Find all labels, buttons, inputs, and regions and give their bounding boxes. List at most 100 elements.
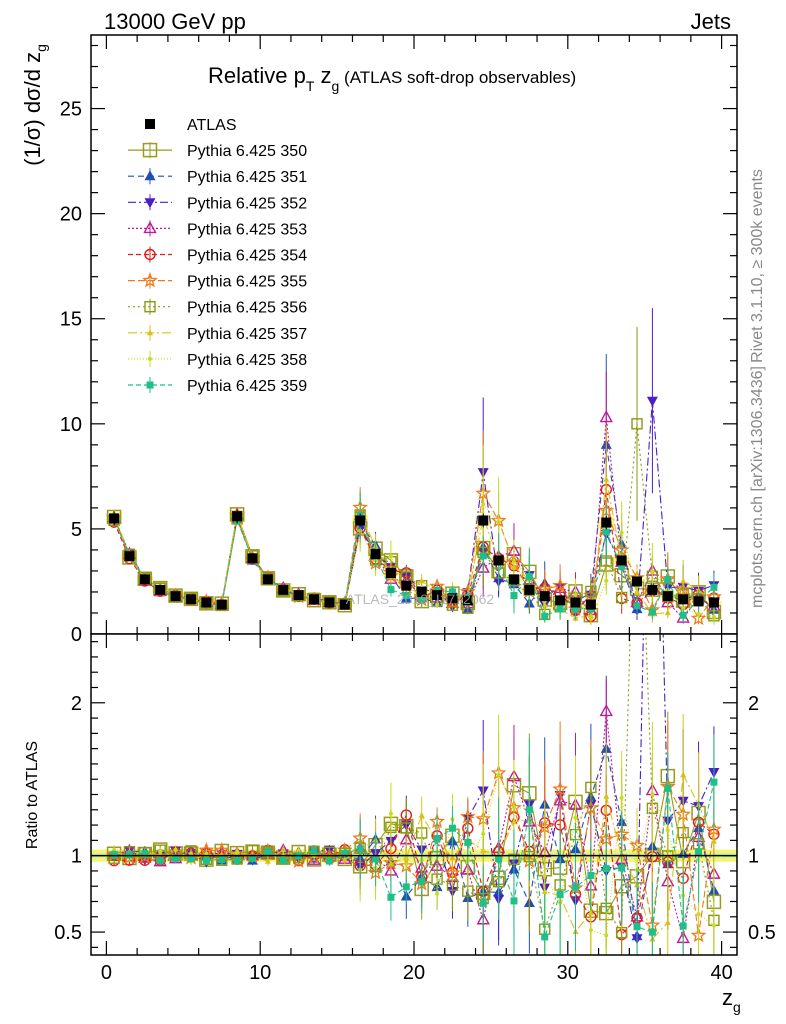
data-point	[618, 562, 626, 570]
legend-label: Pythia 6.425 355	[187, 274, 307, 291]
data-point	[387, 860, 394, 867]
data-point	[618, 864, 626, 872]
data-point	[602, 865, 610, 873]
data-point	[572, 883, 579, 891]
ratio-y-tick-label-right: 2	[748, 693, 759, 715]
data-point	[404, 861, 409, 866]
x-tick-label: 0	[101, 962, 112, 984]
atlas-point	[232, 511, 243, 522]
data-point	[648, 928, 656, 936]
data-point	[681, 606, 686, 611]
data-point	[387, 893, 395, 901]
data-point	[112, 847, 117, 852]
data-point	[525, 573, 533, 581]
data-point	[372, 855, 380, 863]
legend-entry: Pythia 6.425 356	[128, 298, 307, 317]
data-point	[402, 592, 410, 600]
data-point	[448, 824, 456, 832]
legend-marker	[142, 272, 158, 288]
data-point	[710, 837, 717, 844]
data-point	[711, 614, 716, 619]
data-point	[585, 781, 597, 794]
data-point	[235, 850, 240, 855]
atlas-point	[585, 599, 596, 610]
atlas-point	[462, 595, 473, 606]
series-line-ratio	[113, 711, 715, 939]
data-point	[479, 552, 487, 560]
atlas-point	[201, 597, 212, 608]
data-point	[604, 578, 609, 583]
x-tick-label: 30	[557, 962, 579, 984]
atlas-point	[678, 594, 689, 605]
data-point	[665, 828, 670, 833]
series-line-main	[113, 400, 715, 613]
legend: ATLAS Pythia 6.425 350 Pythia 6.425 351 Pyt…	[128, 117, 307, 395]
series-line-ratio	[114, 782, 715, 938]
data-point	[511, 805, 516, 810]
data-point	[696, 912, 701, 917]
series-line-ratio	[113, 772, 715, 941]
legend-entry: Pythia 6.425 355	[128, 272, 307, 291]
data-point	[388, 811, 393, 816]
legend-marker	[144, 248, 156, 261]
legend-marker	[142, 142, 158, 158]
data-point	[341, 849, 349, 857]
atlas-point	[539, 591, 550, 602]
data-point	[711, 923, 716, 928]
legend-entry: Pythia 6.425 357	[128, 324, 307, 343]
data-point	[646, 396, 658, 407]
chart-title: Relative pT zg (ATLAS soft-drop observab…	[208, 63, 576, 94]
data-point	[603, 475, 610, 482]
data-point	[556, 890, 564, 898]
legend-marker	[144, 170, 156, 181]
data-point	[552, 577, 569, 593]
atlas-point	[693, 596, 704, 607]
data-point	[664, 784, 672, 792]
y-tick-label: 0	[71, 624, 82, 646]
legend-label: Pythia 6.425 358	[187, 352, 307, 369]
atlas-point	[385, 568, 396, 579]
data-point	[619, 530, 624, 535]
y-tick-label: 25	[60, 99, 82, 121]
atlas-point	[508, 574, 519, 585]
atlas-point	[247, 553, 258, 564]
atlas-point	[262, 574, 273, 585]
legend-entry: Pythia 6.425 350	[128, 142, 307, 160]
legend-entry: Pythia 6.425 351	[128, 168, 307, 186]
legend-label: Pythia 6.425 357	[187, 326, 307, 343]
data-point	[525, 806, 533, 814]
data-point	[435, 602, 440, 607]
legend-entry: Pythia 6.425 353	[128, 220, 307, 238]
data-point	[496, 772, 501, 777]
x-label-text: z	[722, 985, 733, 1010]
data-point	[588, 616, 593, 621]
data-point	[280, 846, 287, 853]
series-line-main	[113, 479, 715, 619]
data-point	[496, 519, 501, 524]
ratio-y-tick-label: 2	[71, 693, 82, 715]
data-point	[648, 608, 656, 616]
data-point	[631, 418, 643, 430]
series-line-ratio	[114, 773, 715, 937]
data-point	[572, 605, 579, 613]
y-tick-label: 5	[71, 519, 82, 541]
x-tick-label: 10	[249, 962, 271, 984]
atlas-point	[524, 584, 535, 595]
legend-label: Pythia 6.425 359	[187, 378, 307, 395]
data-point	[418, 577, 425, 584]
legend-label: Pythia 6.425 352	[187, 195, 307, 212]
data-point	[650, 792, 655, 797]
data-point	[679, 922, 687, 930]
ratio-panel: 0 10 20 30 40 0.5 0.5 1 1 2 2	[54, 633, 776, 984]
data-point	[619, 795, 624, 800]
atlas-point	[324, 597, 335, 608]
legend-entry: Pythia 6.425 358	[128, 350, 307, 369]
series-line-main	[113, 489, 715, 618]
data-point	[679, 611, 687, 619]
legend-marker	[144, 301, 156, 313]
atlas-point	[616, 555, 627, 566]
atlas-point	[124, 551, 135, 562]
main-panel: ATLAS_2019_I1772062 0 5 10 15 20 25	[60, 34, 738, 646]
data-point	[690, 610, 707, 626]
data-point	[341, 855, 348, 862]
